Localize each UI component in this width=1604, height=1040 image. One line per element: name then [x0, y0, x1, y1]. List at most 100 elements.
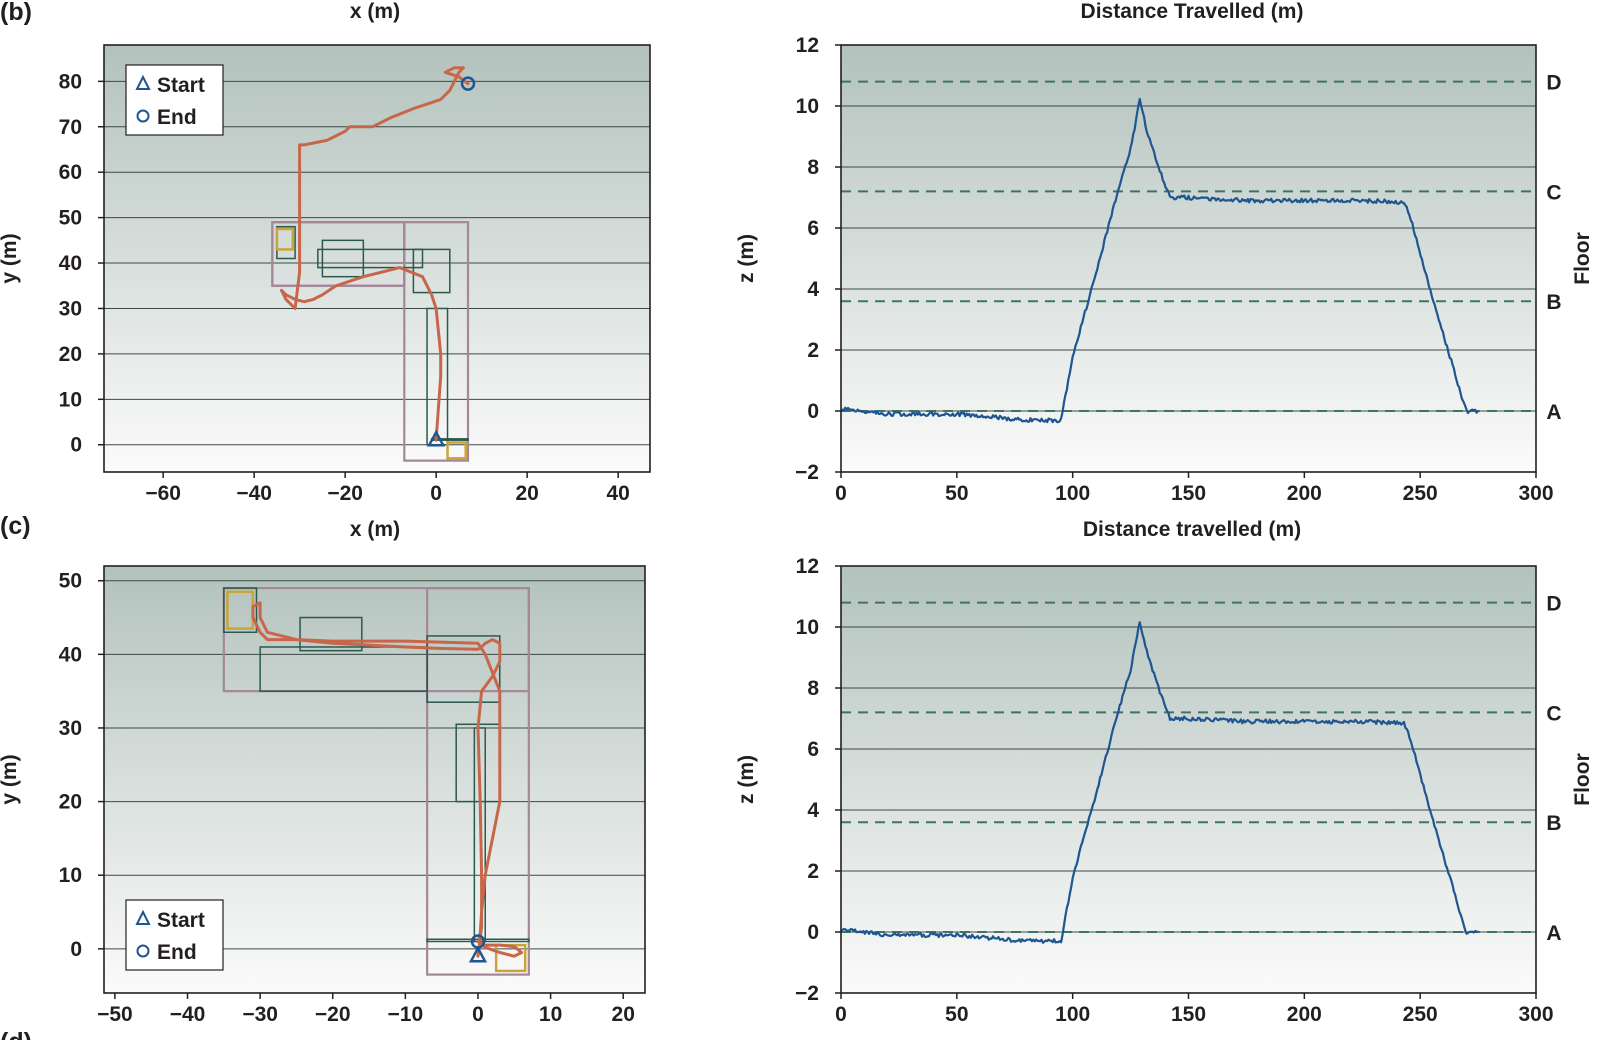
x-tick-label: 100 [1055, 1003, 1090, 1026]
x-tick-label: 10 [539, 1003, 562, 1026]
legend-start-marker [135, 74, 151, 90]
x-tick-label: 100 [1055, 482, 1090, 505]
x-tick-label: 50 [945, 1003, 968, 1026]
y-tick-label: 2 [807, 860, 819, 883]
y-tick-label: 10 [59, 864, 82, 887]
floor-label: C [1546, 181, 1561, 204]
y-tick-label: 30 [59, 717, 82, 740]
floor-label: B [1546, 291, 1561, 314]
y-axis-title: y (m) [0, 754, 21, 804]
x-tick-label: −10 [388, 1003, 424, 1026]
end-marker [460, 76, 476, 91]
floor-plan-room [223, 587, 258, 634]
y-tick-label: 6 [807, 217, 819, 240]
floor-plan-room [321, 239, 365, 278]
chart-c-left-trajectory: Start End −50 −40 −30 −20 −10 0 10 20 0 10 20 30 40 50 y… [0, 565, 646, 1026]
y-tick-label: 6 [807, 738, 819, 761]
y-tick-label: 12 [796, 555, 819, 578]
top-right-xlabel: Distance Travelled (m) [1081, 0, 1304, 23]
start-marker [468, 945, 488, 963]
y-tick-label: 80 [59, 70, 82, 93]
right-axis-label: Floor [1571, 753, 1594, 806]
b-left-xlabel: x (m) [350, 518, 400, 541]
x-tick-label: −30 [242, 1003, 278, 1026]
y-axis-title: z (m) [735, 755, 758, 804]
y-tick-label: 2 [807, 339, 819, 362]
y-tick-label: 10 [796, 616, 819, 639]
y-tick-label: 30 [59, 297, 82, 320]
x-tick-label: 150 [1171, 482, 1206, 505]
y-tick-label: 10 [59, 388, 82, 411]
x-tick-label: 0 [835, 1003, 847, 1026]
x-tick-label: 250 [1403, 1003, 1438, 1026]
right-axis-label: Floor [1571, 232, 1594, 285]
y-axis-title: y (m) [0, 233, 21, 283]
legend-entry: Start [157, 74, 205, 97]
legend-entry: Start [157, 909, 205, 932]
chart-b-left-trajectory: Start End −60 −40 −20 0 20 40 0 10 20 30 40 50 60 70 80 y… [0, 44, 651, 505]
x-tick-label: 200 [1287, 1003, 1322, 1026]
x-tick-label: 300 [1518, 1003, 1553, 1026]
x-tick-label: 20 [612, 1003, 635, 1026]
y-tick-label: 20 [59, 791, 82, 814]
altitude-line [840, 621, 1479, 944]
x-tick-label: −20 [327, 482, 363, 505]
x-tick-label: −50 [97, 1003, 133, 1026]
chart-c-right-altitude: A B C D Floor 0 50 100 150 200 250 300 −2 0 2 4 6 8 10 12 z … [735, 555, 1594, 1026]
panel-letter-b: (b) [0, 0, 32, 26]
building-outline [403, 221, 470, 462]
y-tick-label: 0 [807, 921, 819, 944]
x-tick-label: 150 [1171, 1003, 1206, 1026]
chart-b-right-altitude: A B C D Floor 0 50 100 150 200 250 300 −2 0 2 4 6 8 10 12 z … [735, 34, 1594, 505]
y-tick-label: 0 [807, 400, 819, 423]
floor-label: D [1546, 72, 1561, 95]
x-tick-label: −40 [170, 1003, 206, 1026]
legend-start-marker [135, 909, 151, 925]
y-tick-label: 40 [59, 643, 82, 666]
top-left-xlabel: x (m) [350, 0, 400, 23]
legend-end-marker [136, 109, 150, 123]
x-tick-label: 50 [945, 482, 968, 505]
floor-label: A [1546, 401, 1561, 424]
legend-entry: End [157, 106, 197, 129]
y-tick-label: −2 [795, 982, 819, 1005]
y-tick-label: 60 [59, 161, 82, 184]
x-tick-label: 0 [472, 1003, 484, 1026]
floor-plan-room [259, 646, 428, 692]
b-right-xlabel: Distance travelled (m) [1083, 518, 1301, 541]
y-tick-label: 8 [807, 156, 819, 179]
altitude-line [841, 97, 1479, 424]
y-tick-label: 4 [807, 278, 819, 301]
y-tick-label: 8 [807, 677, 819, 700]
x-tick-label: 40 [606, 482, 629, 505]
start-marker [427, 429, 446, 447]
floor-label: C [1546, 702, 1561, 725]
floor-plan-room [299, 616, 363, 652]
x-tick-label: −40 [236, 482, 272, 505]
plot-background [841, 566, 1536, 993]
legend-entry: End [157, 941, 197, 964]
x-tick-label: 200 [1287, 482, 1322, 505]
y-tick-label: 12 [796, 34, 819, 57]
stairs-block [446, 441, 467, 460]
x-tick-label: 0 [430, 482, 442, 505]
y-tick-label: 50 [59, 570, 82, 593]
panel-letter-c: (c) [0, 512, 31, 540]
y-tick-label: 0 [70, 938, 82, 961]
floor-plan-room [317, 248, 424, 269]
x-tick-label: 0 [835, 482, 847, 505]
floor-label: B [1546, 812, 1561, 835]
end-marker [470, 934, 486, 949]
plot-frame [103, 565, 646, 994]
y-tick-label: 10 [796, 95, 819, 118]
y-tick-label: 50 [59, 207, 82, 230]
plot-background [841, 45, 1536, 472]
plot-frame [103, 44, 651, 473]
y-tick-label: 4 [807, 799, 819, 822]
legend-end-marker [136, 944, 150, 958]
floor-label: D [1546, 593, 1561, 616]
trajectory-line [251, 601, 524, 958]
panel-letter-d: (d) [0, 1028, 32, 1040]
stairs-block [275, 227, 295, 251]
